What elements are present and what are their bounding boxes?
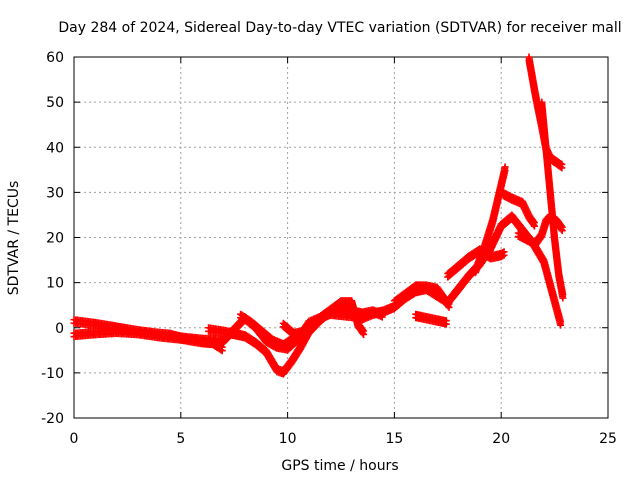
y-tick-label: 50 (46, 95, 64, 111)
y-tick-label: 30 (46, 185, 64, 201)
series-track-e (279, 297, 368, 340)
series-track-j (499, 188, 538, 230)
series-track-g (412, 310, 450, 328)
data-point (289, 337, 297, 345)
y-tick-label: 0 (55, 321, 64, 337)
y-axis-label: SDTVAR / TECUs (6, 181, 22, 296)
data-point (442, 320, 450, 328)
data-point (557, 321, 565, 329)
chart-title: Day 284 of 2024, Sidereal Day-to-day VTE… (58, 20, 621, 36)
series-track-f (390, 281, 453, 311)
data-marks (70, 53, 567, 378)
x-tick-label: 25 (599, 431, 617, 447)
data-point (218, 347, 226, 355)
y-tick-label: -20 (41, 411, 64, 427)
data-point (530, 222, 538, 230)
data-point (559, 294, 567, 302)
x-tick-label: 5 (176, 431, 185, 447)
y-tick-label: 10 (46, 276, 64, 292)
data-point (500, 251, 508, 259)
series-track-m (538, 98, 567, 302)
data-point (558, 164, 566, 172)
x-tick-label: 15 (385, 431, 403, 447)
x-tick-label: 20 (492, 431, 510, 447)
y-tick-label: 60 (46, 50, 64, 66)
x-axis-label: GPS time / hours (281, 458, 398, 474)
axis-ticks: 0 5 10 15 20 25 -20 -10 0 10 20 30 40 50 60 (41, 50, 617, 447)
data-point (501, 166, 509, 174)
data-point (360, 330, 368, 338)
series-track-i (472, 163, 509, 277)
y-tick-label: 20 (46, 231, 64, 247)
data-point (445, 303, 453, 311)
y-tick-label: 40 (46, 140, 64, 156)
data-point (558, 227, 566, 235)
data-point (378, 313, 386, 321)
series-track-d (237, 310, 297, 351)
x-tick-label: 0 (70, 431, 79, 447)
series-track-b (70, 326, 226, 355)
x-tick-label: 10 (279, 431, 297, 447)
data-point (287, 338, 295, 346)
y-tick-label: -10 (41, 366, 64, 382)
